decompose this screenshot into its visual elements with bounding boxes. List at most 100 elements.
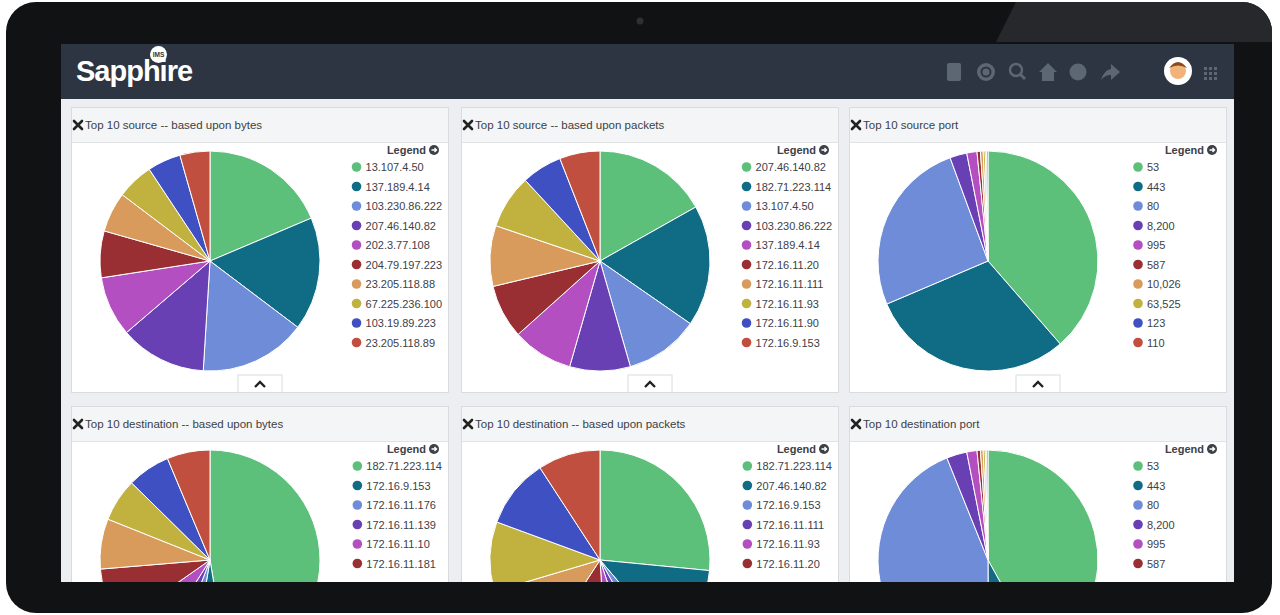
legend-toggle[interactable] bbox=[1207, 444, 1217, 454]
legend-label: 23.205.118.89 bbox=[366, 337, 436, 349]
icon-share[interactable] bbox=[1101, 64, 1120, 80]
pie-slice bbox=[983, 151, 988, 261]
pie bbox=[490, 151, 710, 371]
legend-swatch bbox=[743, 539, 753, 549]
legend-swatch bbox=[742, 162, 752, 172]
legend: 182.71.223.114172.16.9.153172.16.11.1761… bbox=[353, 443, 442, 570]
legend-swatch bbox=[743, 520, 753, 530]
legend-swatch bbox=[742, 299, 752, 309]
legend-label: 995 bbox=[1147, 538, 1165, 550]
legend-swatch bbox=[742, 240, 752, 250]
legend-toggle[interactable] bbox=[819, 444, 829, 454]
close-button[interactable] bbox=[462, 119, 474, 131]
close-button[interactable] bbox=[72, 418, 84, 430]
legend-swatch bbox=[353, 539, 363, 549]
legend-swatch bbox=[742, 201, 752, 211]
legend-label: 172.16.11.20 bbox=[756, 558, 819, 570]
close-button[interactable] bbox=[850, 119, 862, 131]
legend-label: 587 bbox=[1147, 259, 1165, 271]
pie-slice bbox=[600, 560, 635, 582]
pie-slice bbox=[210, 450, 320, 582]
legend-label: 8,200 bbox=[1147, 220, 1175, 232]
legend-toggle[interactable] bbox=[429, 145, 439, 155]
collapse-tab[interactable] bbox=[1016, 375, 1060, 393]
legend-heading: Legend bbox=[1165, 144, 1204, 156]
icon-power[interactable] bbox=[977, 63, 995, 81]
pie-slice bbox=[203, 261, 298, 371]
panel: Top 10 destination -- based upon bytes 18… bbox=[71, 406, 449, 582]
legend-toggle-arrow bbox=[432, 148, 437, 152]
legend-label: 53 bbox=[1147, 460, 1159, 472]
panel-header: Top 10 source -- based upon packets bbox=[462, 108, 838, 143]
legend-swatch bbox=[353, 500, 363, 510]
panel-body: 207.46.140.82182.71.223.11413.107.4.5010… bbox=[462, 143, 838, 393]
legend-swatch bbox=[1133, 318, 1143, 328]
icon-home[interactable] bbox=[1039, 63, 1057, 81]
collapse-tab[interactable] bbox=[238, 375, 282, 393]
icon-power-inner bbox=[982, 68, 991, 77]
legend-swatch bbox=[743, 559, 753, 569]
pie-slice bbox=[977, 151, 988, 261]
pie-slice bbox=[988, 560, 1041, 582]
legend-toggle-arrow bbox=[1210, 447, 1215, 451]
legend-swatch bbox=[352, 221, 362, 231]
legend-toggle-arrow bbox=[822, 447, 827, 451]
close-button[interactable] bbox=[462, 418, 474, 430]
legend-swatch bbox=[352, 260, 362, 270]
icon-apps-dot bbox=[1209, 72, 1212, 75]
close-icon bbox=[74, 121, 82, 129]
close-button[interactable] bbox=[850, 418, 862, 430]
legend-swatch bbox=[352, 338, 362, 348]
legend-swatch bbox=[742, 182, 752, 192]
pie bbox=[878, 151, 1098, 371]
panel-body: 13.107.4.50137.189.4.14103.230.86.222207… bbox=[72, 143, 448, 393]
legend-label: 103.230.86.222 bbox=[756, 220, 832, 232]
legend-swatch bbox=[1133, 201, 1143, 211]
legend-swatch bbox=[742, 221, 752, 231]
icon-help[interactable] bbox=[1070, 64, 1087, 81]
pie-slice bbox=[560, 151, 600, 261]
legend-heading: Legend bbox=[777, 443, 816, 455]
icon-apps-dot bbox=[1204, 67, 1207, 70]
pie-slice bbox=[987, 450, 988, 560]
pie-slice bbox=[540, 450, 600, 560]
legend: 13.107.4.50137.189.4.14103.230.86.222207… bbox=[352, 144, 442, 349]
legend-toggle[interactable] bbox=[429, 444, 439, 454]
close-icon bbox=[464, 420, 472, 428]
legend-label: 80 bbox=[1147, 200, 1159, 212]
panel: Top 10 destination -- based upon packets… bbox=[461, 406, 839, 582]
collapse-tab[interactable] bbox=[628, 375, 672, 393]
legend-swatch bbox=[352, 162, 362, 172]
legend-label: 172.16.11.10 bbox=[366, 538, 429, 550]
legend-toggle[interactable] bbox=[1207, 145, 1217, 155]
brand[interactable]: Sapphire bbox=[76, 55, 192, 88]
icon-apps-dot bbox=[1214, 77, 1217, 80]
legend-toggle[interactable] bbox=[819, 145, 829, 155]
legend-label: 182.71.223.114 bbox=[366, 460, 442, 472]
panel-header: Top 10 destination -- based upon packets bbox=[462, 407, 838, 442]
panel-body: 182.71.223.114207.46.140.82172.16.9.1531… bbox=[462, 442, 838, 582]
legend-swatch bbox=[352, 299, 362, 309]
icon-apps[interactable] bbox=[1204, 67, 1217, 80]
legend-swatch bbox=[1133, 182, 1143, 192]
legend-label: 8,200 bbox=[1147, 519, 1175, 531]
legend-toggle-arrow bbox=[1210, 148, 1215, 152]
legend: 182.71.223.114207.46.140.82172.16.9.1531… bbox=[743, 443, 832, 570]
panel-title: Top 10 destination -- based upon bytes bbox=[85, 418, 283, 430]
collapse-icon bbox=[1033, 382, 1043, 387]
legend-label: 103.230.86.222 bbox=[366, 200, 442, 212]
pie-slice bbox=[167, 450, 210, 560]
legend-swatch bbox=[1133, 338, 1143, 348]
legend-swatch bbox=[1133, 240, 1143, 250]
panel-body: 53443808,200995587Legend bbox=[850, 442, 1226, 582]
icon-apps-dot bbox=[1209, 67, 1212, 70]
legend-swatch bbox=[742, 260, 752, 270]
avatar[interactable] bbox=[1164, 57, 1192, 85]
pie-slice bbox=[180, 151, 210, 261]
panel: Top 10 source -- based upon packets207.4… bbox=[461, 107, 839, 393]
legend-swatch bbox=[352, 240, 362, 250]
icon-logout[interactable] bbox=[947, 63, 961, 81]
legend-label: 995 bbox=[1147, 239, 1165, 251]
pie bbox=[878, 450, 1098, 582]
close-button[interactable] bbox=[72, 119, 84, 131]
